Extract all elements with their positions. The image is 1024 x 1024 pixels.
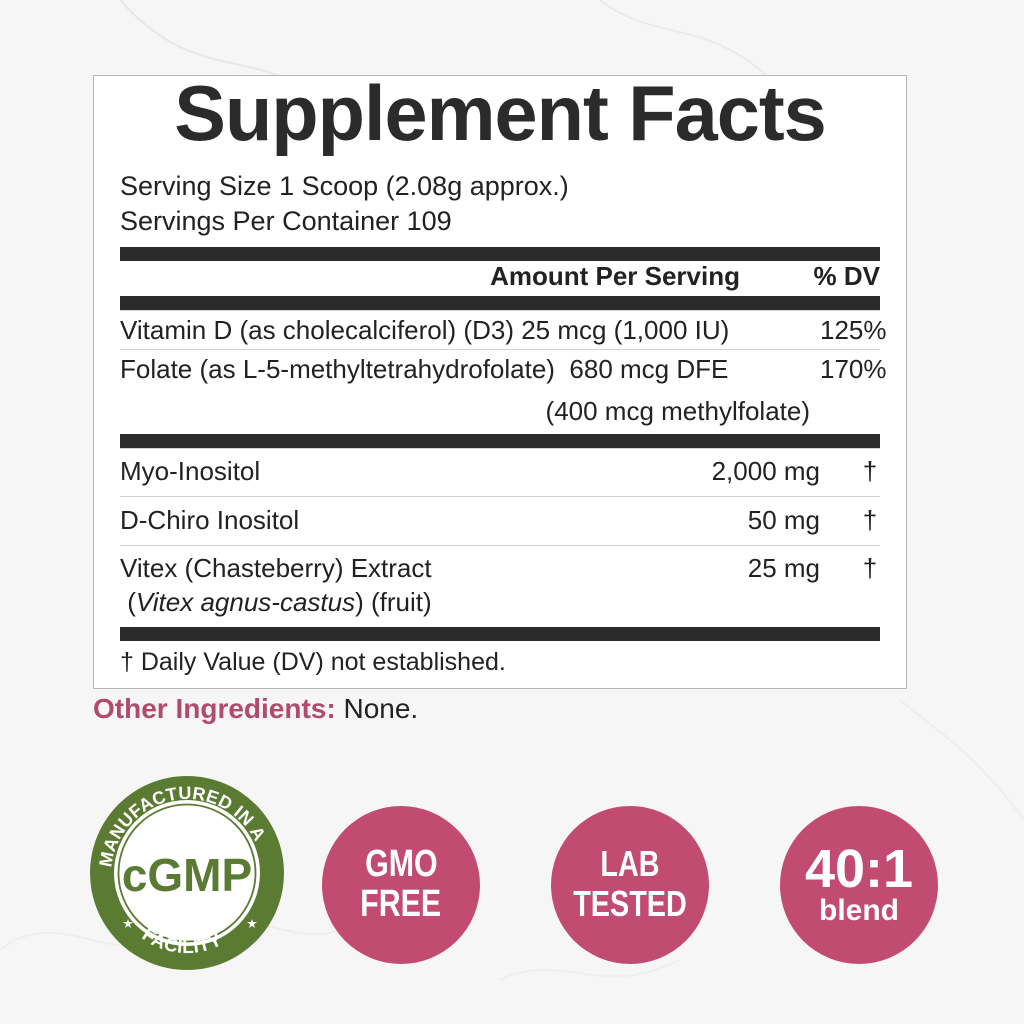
svg-text:cGMP: cGMP	[122, 849, 252, 901]
